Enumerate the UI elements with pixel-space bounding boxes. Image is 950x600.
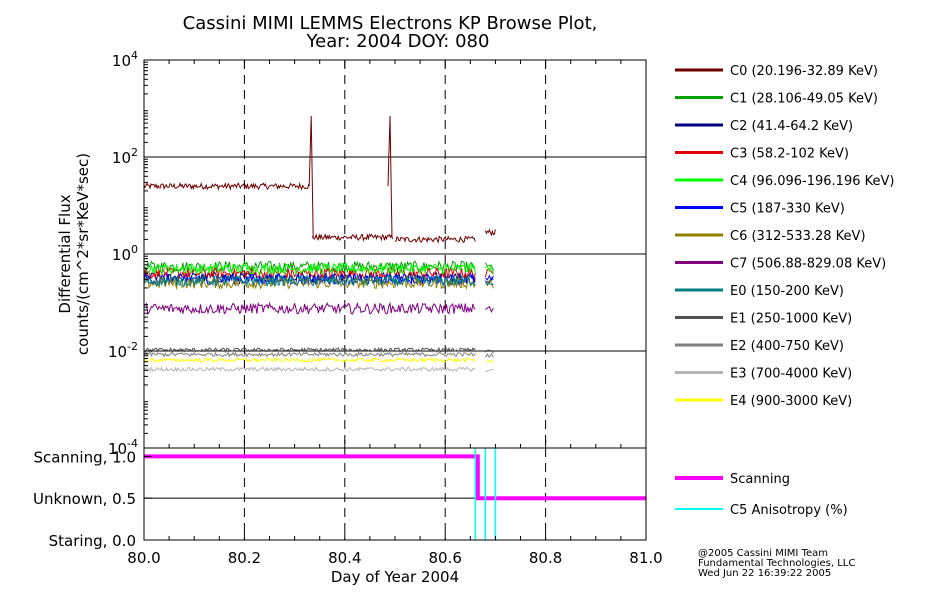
legend-label-3: C3 (58.2-102 KeV) <box>730 147 849 162</box>
chart-title-line2: Year: 2004 DOY: 080 <box>306 31 490 52</box>
lower-legend-label-0: Scanning <box>730 472 790 487</box>
series-line-10 <box>143 351 494 359</box>
legend-label-12: E4 (900-3000 KeV) <box>730 394 852 409</box>
upper-panel-grid <box>144 60 646 448</box>
upper-panel-series <box>143 115 496 373</box>
scanning-line <box>144 454 646 501</box>
chart-title-line1: Cassini MIMI LEMMS Electrons KP Browse P… <box>183 13 598 34</box>
credit-line2: Fundamental Technologies, LLC <box>698 558 855 569</box>
xtick-label-5: 81.0 <box>629 549 662 567</box>
upper-y-axis-label: Differential Flux counts/(cm^2*sr*KeV*se… <box>56 153 92 355</box>
series-line-11 <box>143 366 494 373</box>
lower-legend: Scanning C5 Anisotropy (%) <box>675 472 848 518</box>
legend-label-4: C4 (96.096-196.196 KeV) <box>730 174 894 189</box>
legend-label-1: C1 (28.106-49.05 KeV) <box>730 92 878 107</box>
upper-legend: C0 (20.196-32.89 KeV) C1 (28.106-49.05 Ke… <box>675 64 894 409</box>
x-axis-label: Day of Year 2004 <box>331 568 459 586</box>
upper-panel-ticks: 104 102 100 10-2 10-4 <box>108 49 647 458</box>
series-line-8 <box>143 273 494 288</box>
series-line-7 <box>143 301 494 316</box>
xtick-label-0: 80.0 <box>127 549 160 567</box>
ytick-label-3: 10-2 <box>108 340 138 361</box>
legend-label-9: E1 (250-1000 KeV) <box>730 312 852 327</box>
series-line-12 <box>143 356 494 364</box>
ytick-label-1: 102 <box>112 146 138 167</box>
ytick-lower-label-0: Scanning, 1.0 <box>33 448 136 466</box>
legend-label-2: C2 (41.4-64.2 KeV) <box>730 119 853 134</box>
series-line-0 <box>143 115 496 244</box>
xtick-label-3: 80.6 <box>428 549 461 567</box>
credit-line3: Wed Jun 22 16:39:22 2005 <box>698 568 831 579</box>
xtick-label-4: 80.8 <box>529 549 562 567</box>
series-line-9 <box>143 346 494 354</box>
ytick-label-2: 100 <box>112 243 138 264</box>
legend-label-11: E3 (700-4000 KeV) <box>730 367 852 382</box>
lower-panel-series <box>144 448 646 540</box>
ytick-lower-label-2: Staring, 0.0 <box>49 532 136 550</box>
lower-legend-label-1: C5 Anisotropy (%) <box>730 503 848 518</box>
ytick-label-0: 104 <box>112 49 138 70</box>
legend-label-0: C0 (20.196-32.89 KeV) <box>730 64 878 79</box>
lower-panel-grid <box>144 448 646 540</box>
xtick-label-2: 80.4 <box>328 549 361 567</box>
xtick-label-1: 80.2 <box>228 549 261 567</box>
ytick-label-4: 10-4 <box>108 437 138 458</box>
lower-panel-frame <box>143 447 647 541</box>
credit-line1: @2005 Cassini MIMI Team <box>698 548 828 559</box>
legend-label-10: E2 (400-750 KeV) <box>730 339 844 354</box>
ytick-lower-label-1: Unknown, 0.5 <box>33 490 136 508</box>
ylabel-line1: Differential Flux <box>56 194 74 313</box>
legend-label-7: C7 (506.88-829.08 KeV) <box>730 257 886 272</box>
legend-label-8: E0 (150-200 KeV) <box>730 284 844 299</box>
series-line-4 <box>143 262 494 276</box>
legend-label-6: C6 (312-533.28 KeV) <box>730 229 866 244</box>
legend-label-5: C5 (187-330 KeV) <box>730 202 845 217</box>
ylabel-line2: counts/(cm^2*sr*KeV*sec) <box>74 153 92 355</box>
